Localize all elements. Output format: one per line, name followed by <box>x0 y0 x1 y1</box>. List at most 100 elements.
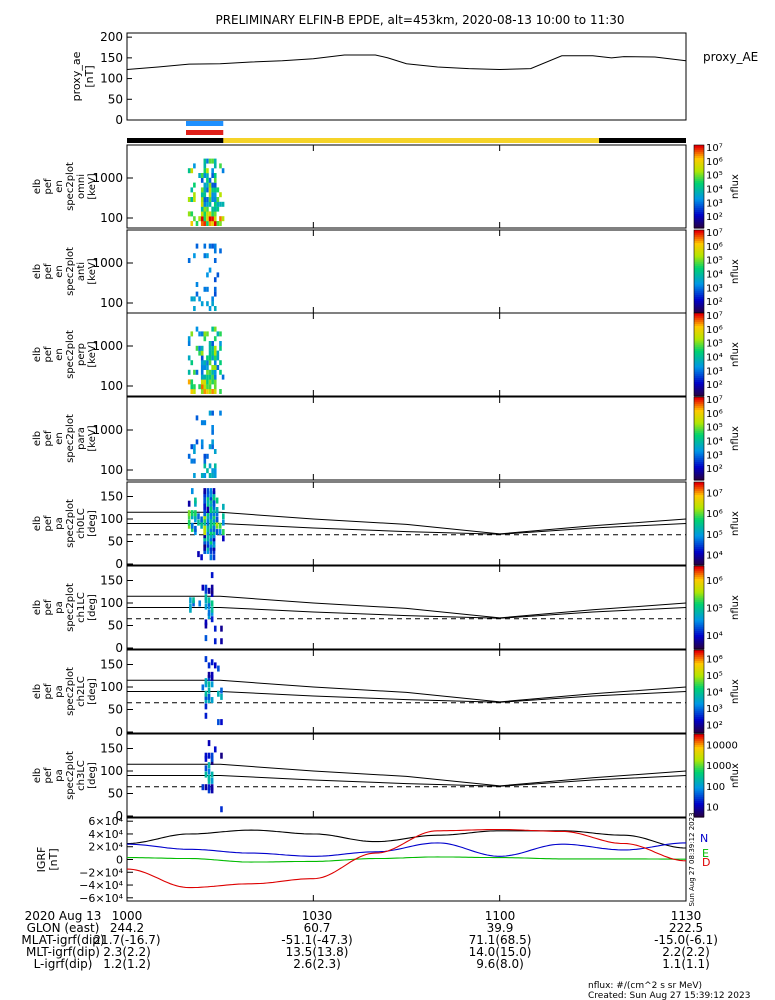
spectrogram-pixel <box>219 248 222 254</box>
colorbar-segment <box>694 477 704 481</box>
science-zone-bar-blue <box>186 121 224 126</box>
axis-row-value: 2.3(2.2) <box>103 945 151 959</box>
colorbar-segment <box>694 538 704 541</box>
colorbar-segment <box>694 746 704 750</box>
colorbar-segment <box>694 248 704 252</box>
axis-row-value: 9.6(8.0) <box>476 957 524 971</box>
pitch-angle-pixel <box>187 510 191 517</box>
spectrogram-pixel <box>208 374 212 380</box>
pitch-angle-pixel <box>207 613 211 620</box>
colorbar-segment <box>694 391 704 395</box>
pitch-angle-pixel <box>187 513 191 520</box>
colorbar-tick-label: 10⁶ <box>706 325 723 336</box>
colorbar-segment <box>694 548 704 552</box>
colorbar-segment <box>694 339 704 343</box>
spectrogram-pixel <box>195 326 199 332</box>
spectrogram-pixel <box>213 360 217 366</box>
spectrogram-pixel <box>198 216 201 222</box>
colorbar-segment <box>694 279 704 283</box>
colorbar-segment <box>694 794 704 797</box>
spectrogram-pixel <box>213 306 217 311</box>
spectrogram-pixel <box>206 365 209 370</box>
spectrogram-pixel <box>200 192 204 198</box>
spectrogram-pixel <box>203 197 207 202</box>
pitch-angle-pixel <box>209 535 213 542</box>
colorbar-segment <box>694 603 704 607</box>
pitch-angle-pixel <box>220 752 223 759</box>
colorbar-segment <box>694 767 704 770</box>
y-tick-label: 2×10⁴ <box>88 841 123 854</box>
spectrogram-pixel <box>213 379 217 385</box>
spectrogram-pixel <box>206 453 209 459</box>
pitch-angle-pixel <box>194 516 197 523</box>
pitch-angle-pixel <box>190 525 194 532</box>
colorbar-frame <box>693 481 705 566</box>
spectrogram-pixel <box>213 384 217 390</box>
spectrogram-pixel <box>190 221 194 226</box>
spectrogram-pixel <box>203 163 207 169</box>
colorbar-segment <box>694 521 704 525</box>
pitch-angle-pixel <box>213 746 217 753</box>
pitch-angle-pixel <box>206 507 210 513</box>
spectrogram-pixel <box>216 221 220 226</box>
pitch-angle-pixel <box>194 529 197 536</box>
spectrogram-pixel <box>198 331 201 337</box>
spectrogram-pixel <box>219 192 222 198</box>
colorbar-segment <box>694 515 704 518</box>
loss-cone-lower-line <box>127 607 687 619</box>
y-tick-label: 50 <box>108 535 123 549</box>
axis-row-value: 244.2 <box>110 921 144 935</box>
spectrogram-pixel <box>193 296 196 302</box>
spectrogram-pixel <box>206 158 209 164</box>
pitch-angle-pixel <box>204 622 208 629</box>
colorbar-segment <box>694 758 704 762</box>
loss-cone-upper-line <box>127 679 687 703</box>
spectrogram-pixel <box>193 458 196 464</box>
colorbar-segment <box>694 712 704 715</box>
pitch-angle-pixel <box>210 659 214 666</box>
colorbar-segment <box>694 716 704 720</box>
spectrogram-pixel <box>206 374 209 380</box>
colorbar-segment <box>694 550 704 554</box>
panel-ylabel-line: spec2plot <box>65 162 76 211</box>
panel-ylabel-line: pa <box>54 601 65 613</box>
pitch-angle-pixel <box>204 681 208 688</box>
panel-ylabel-line: pa <box>54 685 65 697</box>
colorbar-segment <box>694 490 704 493</box>
colorbar-segment <box>694 213 704 217</box>
colorbar-frame <box>693 733 705 818</box>
colorbar-segment <box>694 533 704 537</box>
pitch-angle-pixel <box>207 768 211 775</box>
spectrogram-pixel <box>200 444 204 450</box>
panel-ylabel-line: en <box>54 348 65 361</box>
panel-ylabel-line: pef <box>43 599 54 616</box>
colorbar-segment <box>694 738 704 741</box>
pitch-angle-pixel <box>210 606 214 613</box>
pitch-angle-pixel <box>207 603 211 610</box>
colorbar-segment <box>694 371 704 374</box>
spectrogram-pixel <box>213 286 217 292</box>
colorbar-segment <box>694 308 704 312</box>
pitch-angle-pixel <box>212 507 216 513</box>
colorbar-tick-label: 10³ <box>706 450 723 461</box>
colorbar-segment <box>694 638 704 642</box>
colorbar-segment <box>694 315 704 318</box>
colorbar-segment <box>694 223 704 227</box>
colorbar-segment <box>694 754 704 758</box>
spectrogram-pixel <box>219 345 222 351</box>
panel-ylabel-line: [deg] <box>87 762 98 789</box>
spectrogram-pixel <box>219 216 222 222</box>
spectrogram-pixel <box>206 177 209 183</box>
colorbar-segment <box>694 808 704 812</box>
panel-ylabel-line: elb <box>32 264 43 279</box>
pitch-angle-pixel <box>203 547 206 554</box>
colorbar-segment <box>694 188 704 192</box>
panel-ylabel-line: spec2plot <box>65 330 76 379</box>
spectrogram-pixel <box>190 458 194 464</box>
pitch-angle-pixel <box>206 544 210 551</box>
spectrogram-pixel <box>200 206 204 212</box>
proxy-ae-legend: proxy_AE <box>703 50 758 64</box>
spectrogram-pixel <box>211 439 214 445</box>
colorbar-segment <box>694 167 704 171</box>
colorbar-segment <box>694 650 704 653</box>
